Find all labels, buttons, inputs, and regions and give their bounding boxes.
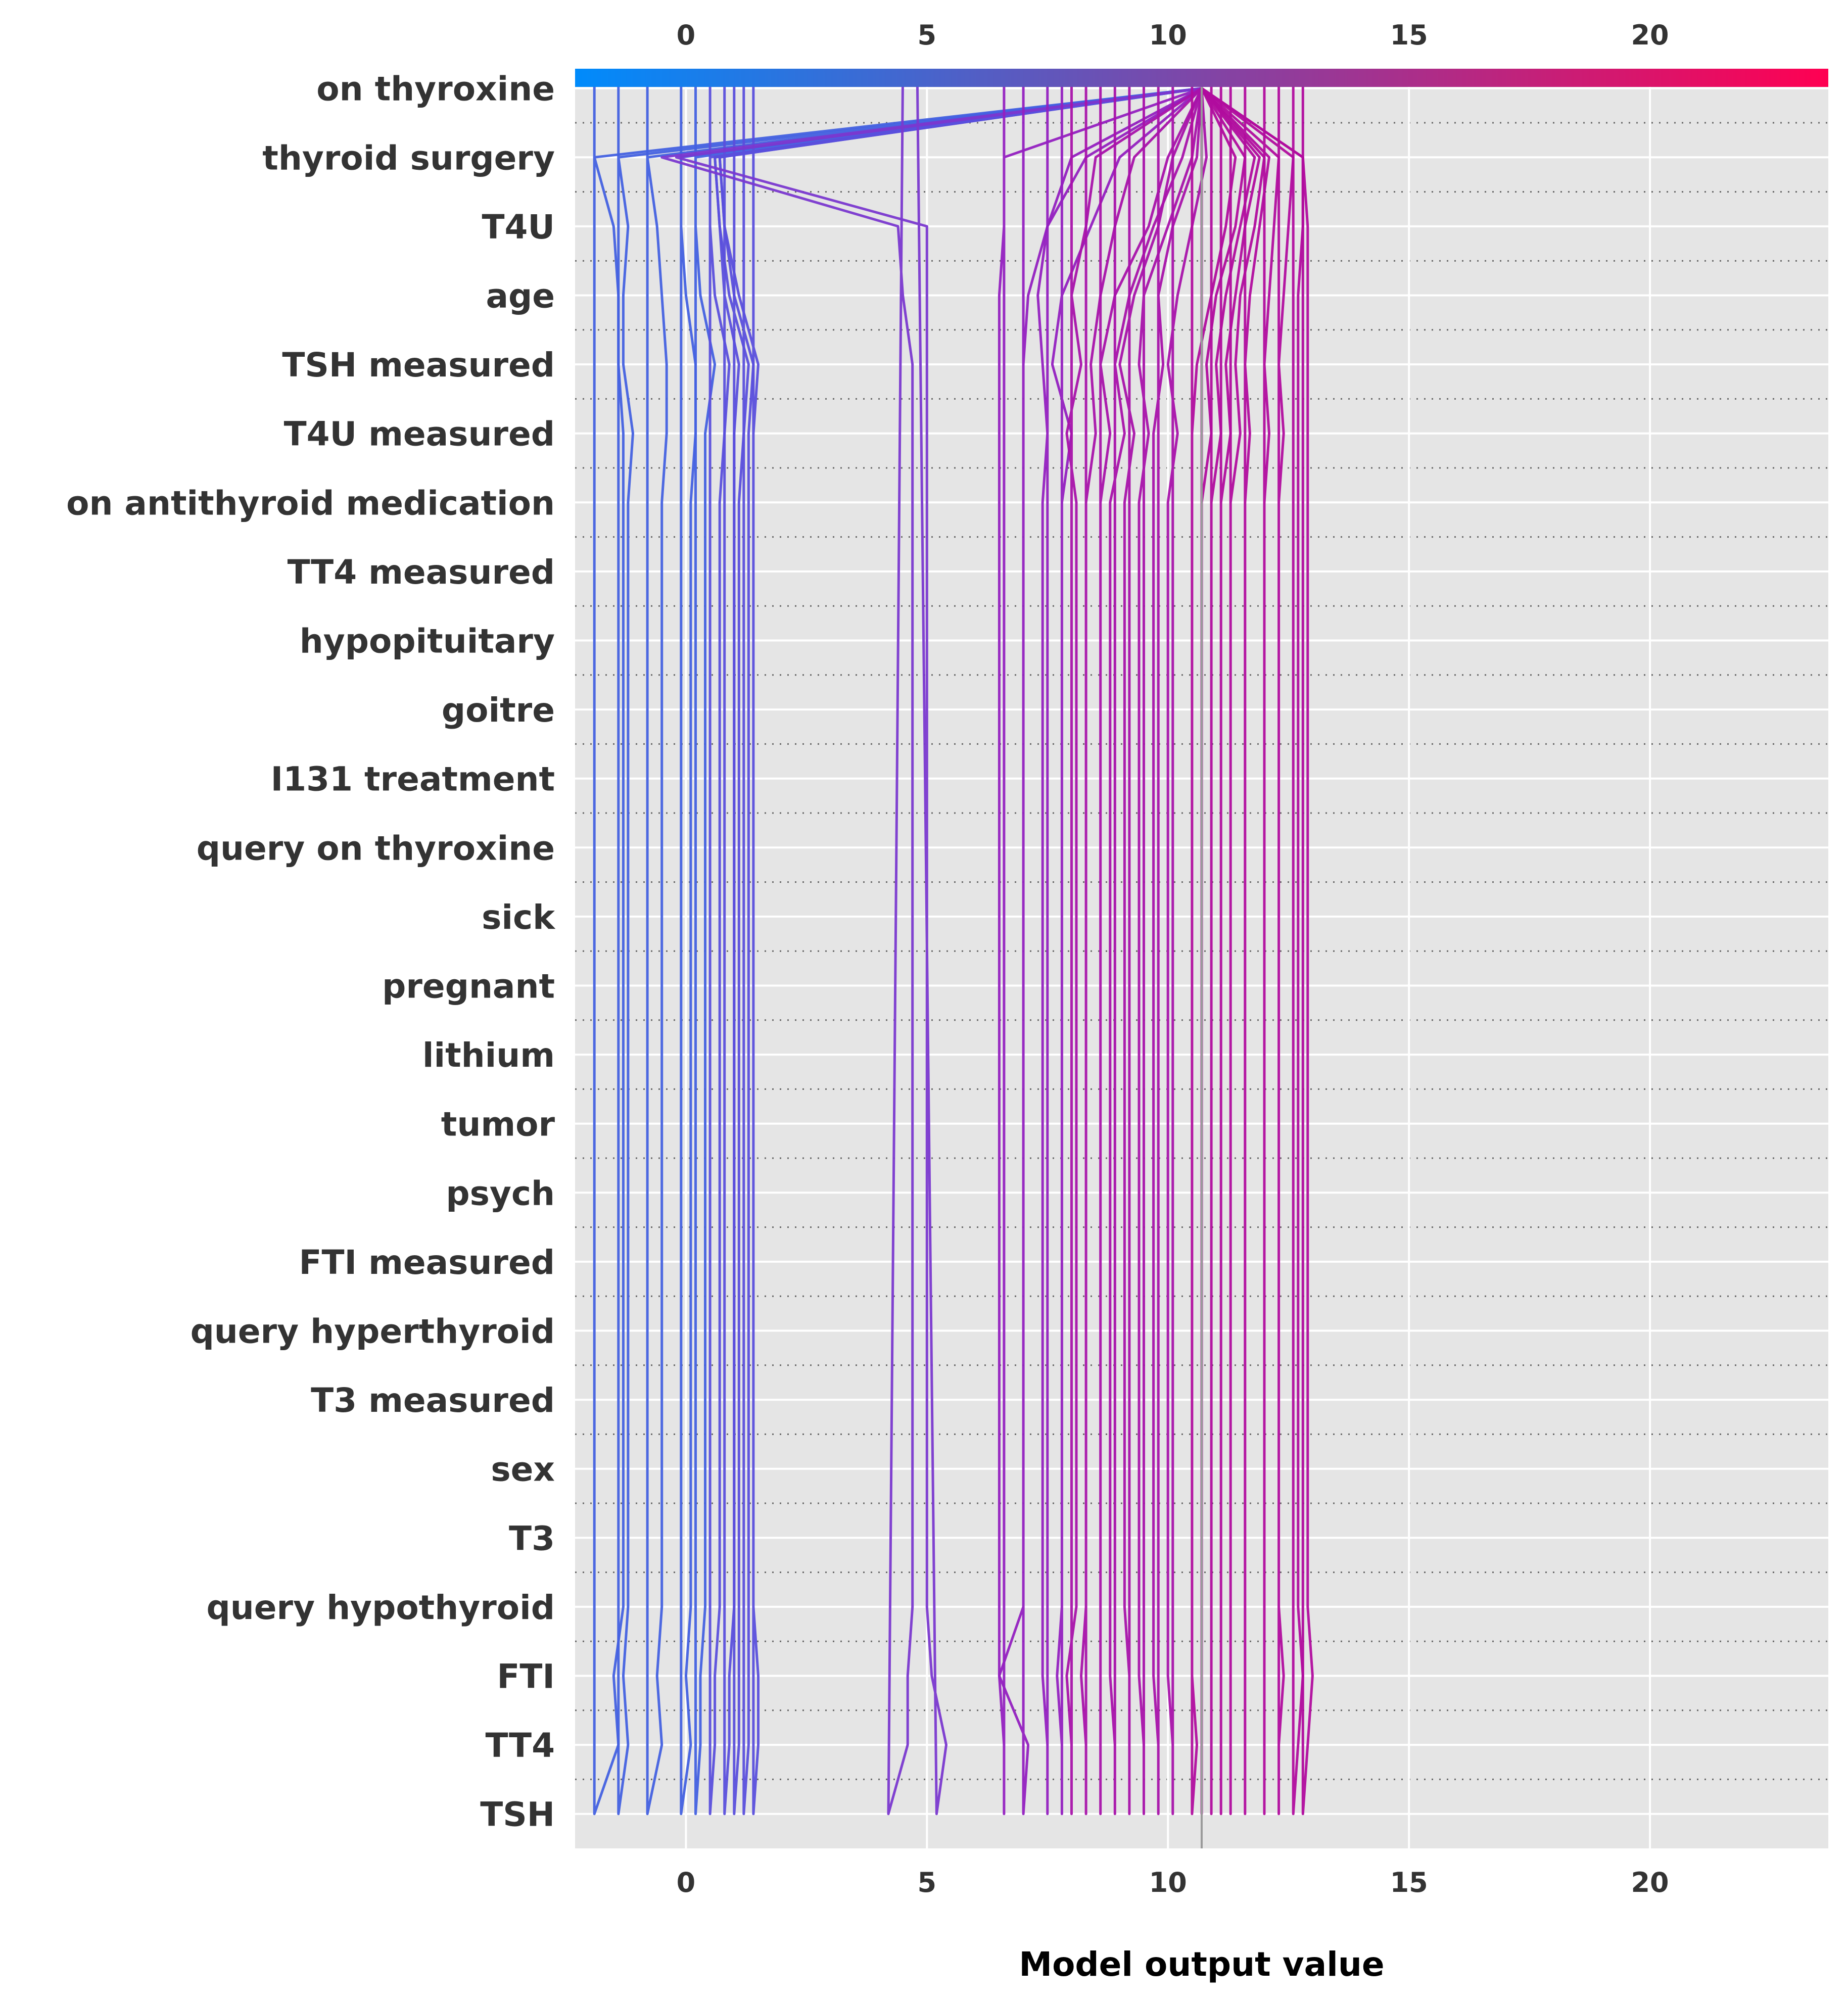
bottom-tick-label: 0 bbox=[677, 1867, 696, 1898]
decision-path-24 bbox=[1191, 76, 1237, 1816]
decision-path-13 bbox=[998, 76, 1203, 1816]
decision-path-20 bbox=[1118, 76, 1203, 1816]
feature-label: on thyroxine bbox=[316, 70, 555, 109]
decision-path-9 bbox=[718, 76, 1202, 1816]
bottom-tick-label: 10 bbox=[1149, 1867, 1187, 1898]
feature-label: T4U measured bbox=[284, 415, 555, 454]
bottom-tick-label: 15 bbox=[1390, 1867, 1428, 1898]
feature-label: lithium bbox=[422, 1036, 555, 1075]
top-tick-label: 5 bbox=[918, 19, 937, 51]
feature-label: TSH measured bbox=[282, 346, 555, 385]
feature-label: query hyperthyroid bbox=[191, 1312, 555, 1351]
feature-label: TSH bbox=[480, 1795, 555, 1834]
decision-path-15 bbox=[1051, 76, 1203, 1816]
x-axis-label: Model output value bbox=[1019, 1945, 1384, 1984]
decision-paths bbox=[593, 75, 1314, 1816]
decision-path-21 bbox=[1138, 76, 1203, 1816]
feature-label: on antithyroid medication bbox=[66, 484, 555, 522]
feature-label: TT4 measured bbox=[288, 553, 555, 592]
decision-path-14 bbox=[1036, 76, 1203, 1816]
decision-path-19 bbox=[1109, 76, 1203, 1816]
feature-label: T3 measured bbox=[311, 1381, 555, 1420]
feature-label: T3 bbox=[509, 1519, 555, 1558]
decision-path-1 bbox=[617, 76, 1202, 1816]
decision-path-16 bbox=[1065, 76, 1203, 1816]
decision-path-29 bbox=[1201, 76, 1270, 1816]
decision-path-27 bbox=[1201, 76, 1261, 1816]
feature-label: hypopituitary bbox=[300, 622, 555, 661]
feature-label: psych bbox=[446, 1174, 555, 1213]
decision-path-22 bbox=[1152, 76, 1203, 1816]
decision-path-18 bbox=[1099, 76, 1203, 1816]
bottom-tick-label: 5 bbox=[918, 1867, 937, 1898]
top-axis-ticks: 0 5 10 15 20 bbox=[677, 19, 1669, 51]
feature-label: FTI bbox=[497, 1657, 555, 1696]
decision-path-10 bbox=[675, 75, 1202, 1816]
decision-path-33 bbox=[1201, 76, 1314, 1816]
decision-path-23 bbox=[1166, 76, 1208, 1816]
decision-path-4 bbox=[694, 76, 1202, 1816]
decision-path-31 bbox=[1201, 76, 1295, 1816]
top-tick-label: 15 bbox=[1390, 19, 1428, 51]
top-tick-label: 20 bbox=[1631, 19, 1669, 51]
decision-path-12 bbox=[998, 76, 1202, 1816]
decision-path-7 bbox=[714, 76, 1202, 1816]
feature-label: sex bbox=[491, 1450, 555, 1489]
top-tick-label: 10 bbox=[1149, 19, 1187, 51]
colorbar bbox=[575, 69, 1828, 87]
feature-label: T4U bbox=[482, 208, 555, 247]
feature-label: sick bbox=[482, 898, 556, 937]
feature-label: FTI measured bbox=[299, 1243, 555, 1282]
decision-path-11 bbox=[660, 75, 1202, 1816]
feature-label: query on thyroxine bbox=[197, 829, 555, 868]
decision-path-28 bbox=[1201, 76, 1266, 1816]
decision-path-5 bbox=[708, 76, 1202, 1816]
decision-path-17 bbox=[1080, 76, 1203, 1816]
feature-label: age bbox=[486, 277, 555, 316]
feature-label: I131 treatment bbox=[271, 760, 555, 799]
feature-label: TT4 bbox=[486, 1726, 555, 1765]
decision-path-32 bbox=[1201, 76, 1304, 1816]
decision-path-2 bbox=[646, 76, 1202, 1816]
feature-label: tumor bbox=[441, 1105, 555, 1144]
feature-labels: on thyroxine thyroid surgery T4U age TSH mea… bbox=[66, 70, 556, 1834]
feature-label: goitre bbox=[442, 691, 555, 730]
decision-path-8 bbox=[718, 76, 1202, 1816]
feature-label: pregnant bbox=[382, 967, 555, 1006]
feature-label: query hypothyroid bbox=[207, 1588, 555, 1627]
decision-path-30 bbox=[1201, 76, 1281, 1816]
feature-label: thyroid surgery bbox=[262, 138, 555, 177]
bottom-tick-label: 20 bbox=[1631, 1867, 1669, 1898]
decision-path-26 bbox=[1201, 76, 1256, 1816]
top-tick-label: 0 bbox=[677, 19, 696, 51]
decision-path-0 bbox=[593, 76, 1202, 1816]
bottom-axis-ticks: 0 5 10 15 20 bbox=[677, 1867, 1669, 1898]
